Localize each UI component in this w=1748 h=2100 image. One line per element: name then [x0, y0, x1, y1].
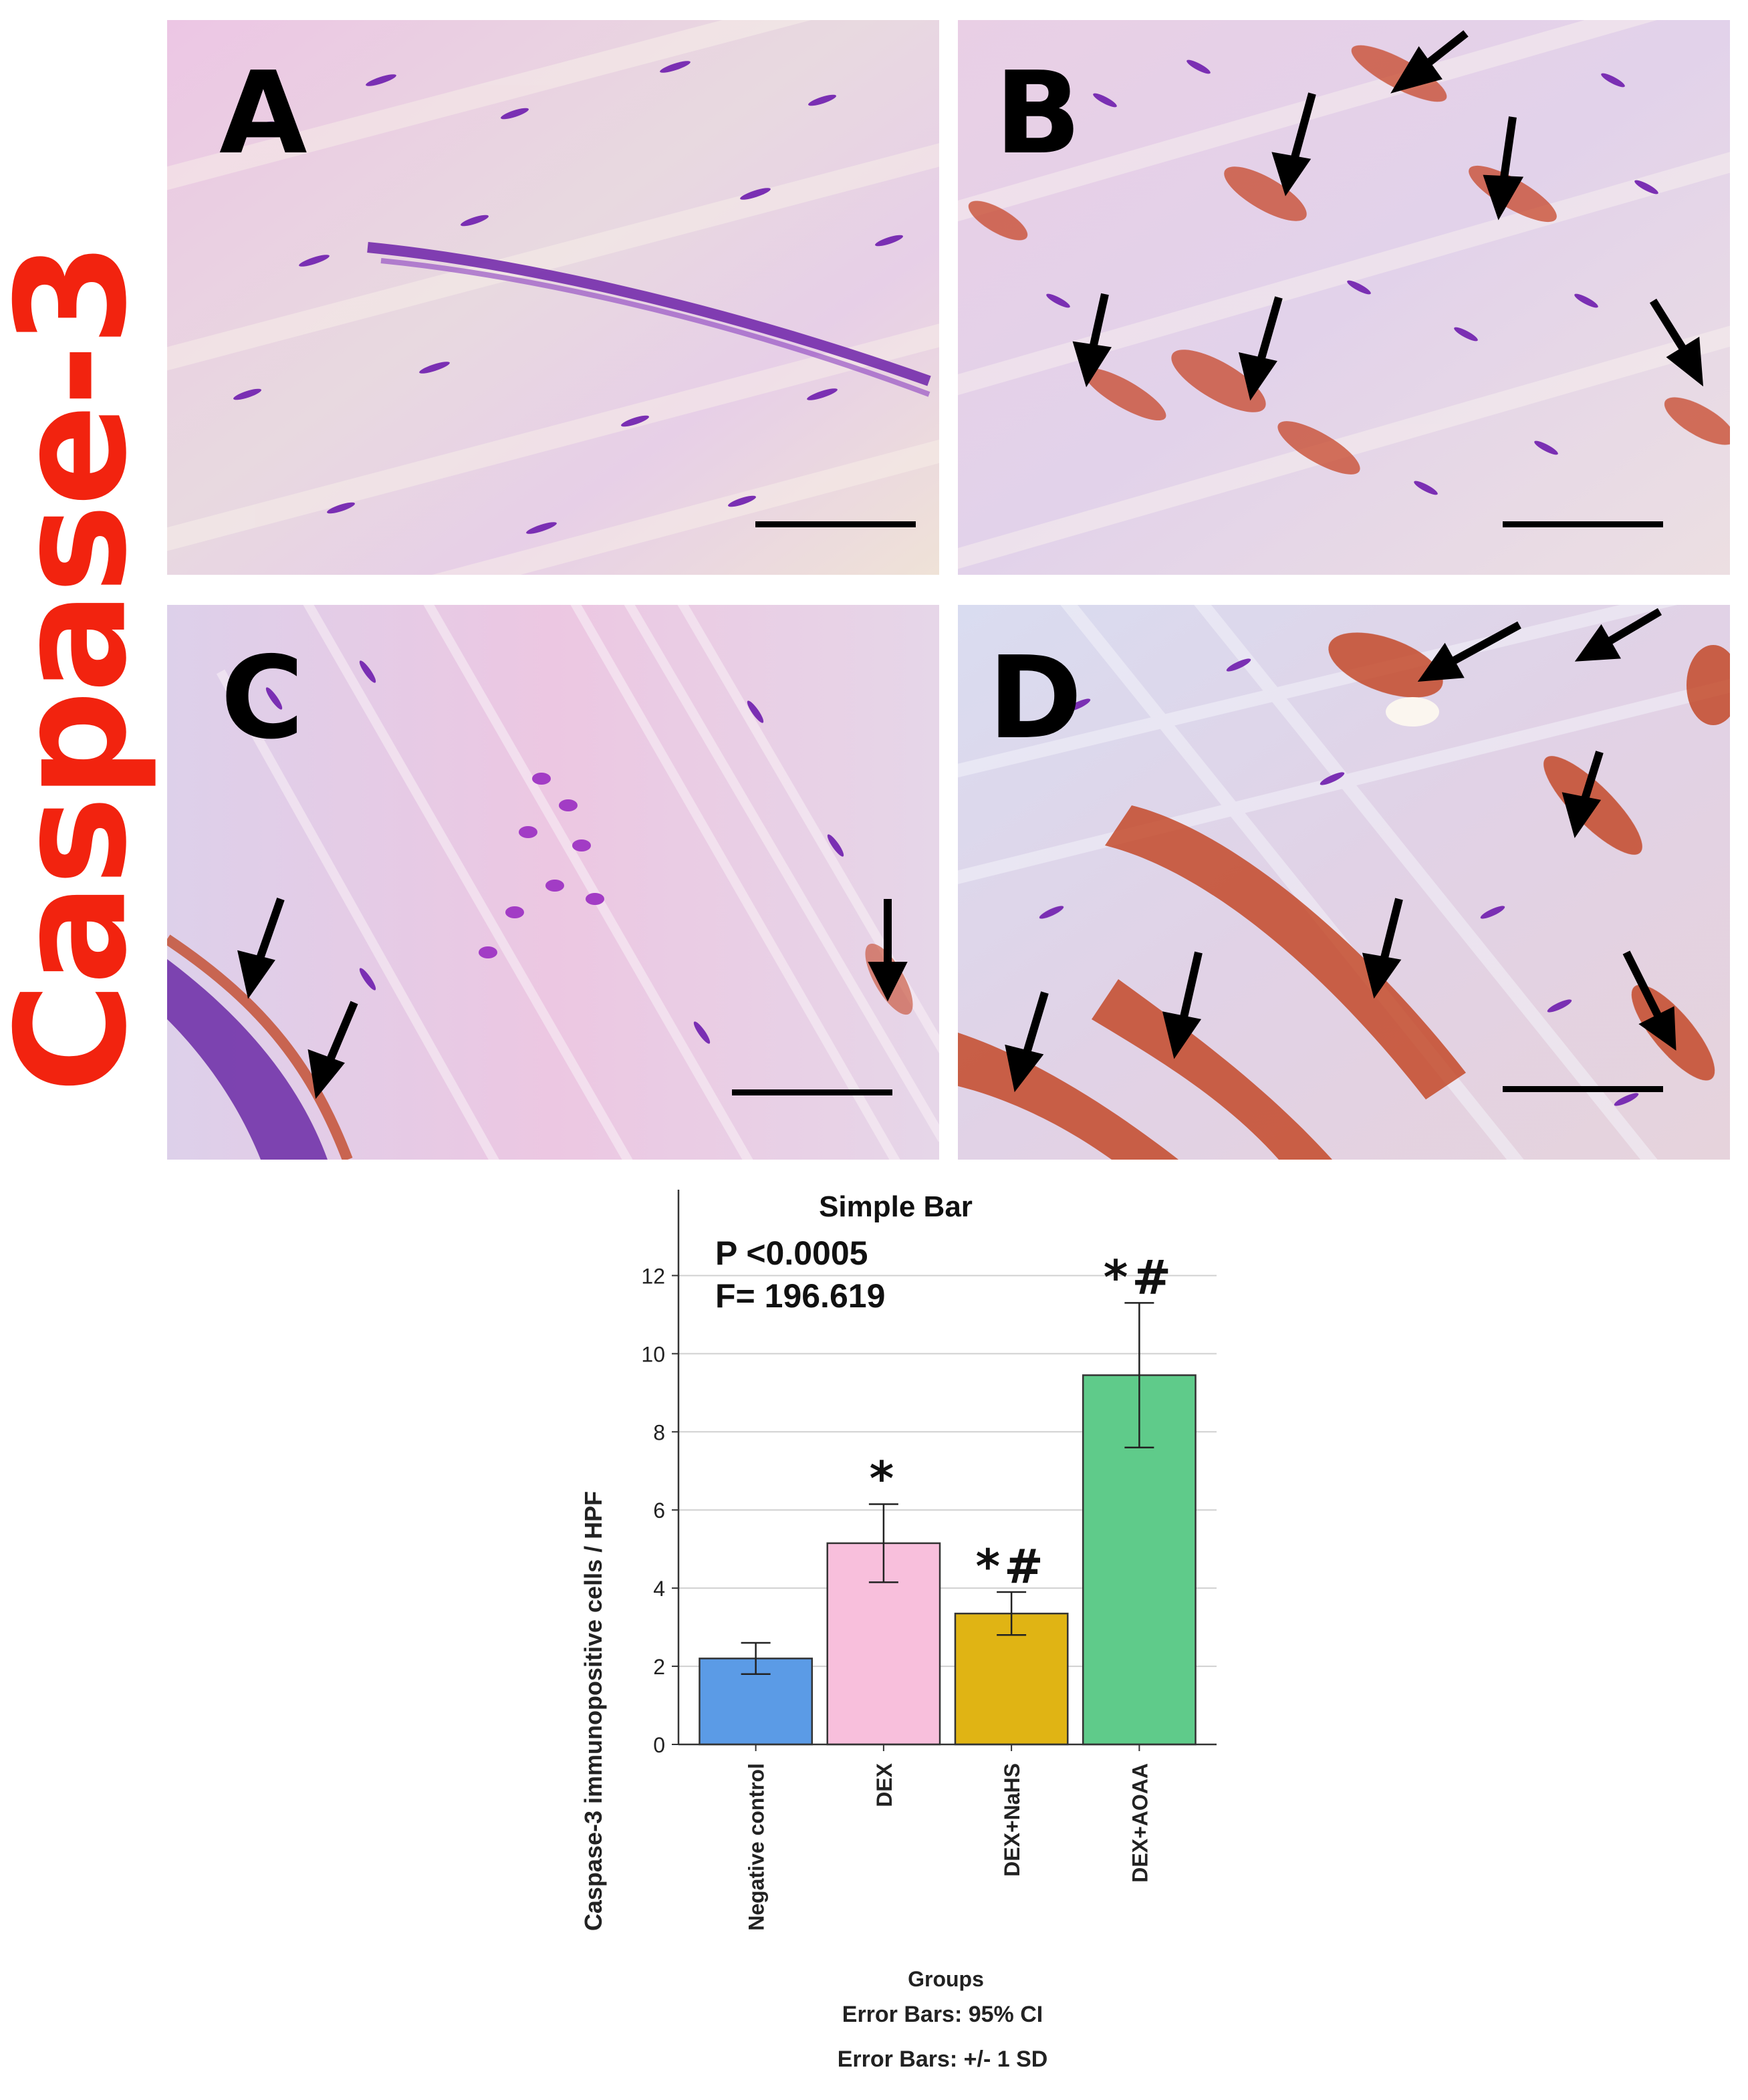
- micrograph-b: [958, 20, 1730, 575]
- arrows-b: [1072, 30, 1704, 401]
- y-tick-label: 4: [653, 1577, 665, 1601]
- error-bar-note-ci: Error Bars: 95% CI: [842, 2002, 1043, 2027]
- scale-bar: [1503, 521, 1663, 527]
- x-tick-label: Negative control: [745, 1763, 769, 1931]
- arrows-d: [1005, 608, 1676, 1093]
- y-tick-label: 0: [653, 1733, 665, 1757]
- significance-marker: *#: [975, 1539, 1047, 1594]
- y-axis: 0 2 4 6 8 10 12: [641, 1190, 680, 1757]
- micrograph-a: [167, 20, 939, 575]
- chart-title: Simple Bar: [819, 1190, 973, 1223]
- x-axis-label: Groups: [908, 1967, 984, 1991]
- bars: * *# *#: [699, 1250, 1197, 1746]
- x-tick-label: DEX+NaHS: [1000, 1763, 1024, 1877]
- significance-marker: *: [870, 1451, 898, 1506]
- panel-a: A: [167, 20, 939, 575]
- y-tick-label: 8: [653, 1420, 665, 1444]
- arrows-c: [237, 898, 908, 1099]
- panel-b: B: [958, 20, 1730, 575]
- stat-p-value: P <0.0005: [715, 1234, 868, 1272]
- panel-letter-c: C: [221, 632, 304, 765]
- x-tick-label: DEX: [872, 1762, 896, 1807]
- stat-f-value: F= 196.619: [715, 1277, 885, 1315]
- panel-c: C: [167, 605, 939, 1160]
- panel-d: D: [958, 605, 1730, 1160]
- x-tick-label: DEX+AOAA: [1128, 1763, 1152, 1883]
- y-tick-label: 12: [641, 1264, 665, 1288]
- scale-bar: [1503, 1086, 1663, 1092]
- caspase-label: Caspase-3: [0, 243, 160, 1093]
- y-tick-label: 6: [653, 1498, 665, 1523]
- x-axis: Negative control DEX DEX+NaHS DEX+AOAA: [678, 1743, 1217, 1931]
- scale-bar: [732, 1089, 892, 1095]
- scale-bar: [755, 521, 916, 527]
- panel-letter-d: D: [988, 632, 1083, 765]
- panel-letter-b: B: [995, 47, 1082, 180]
- y-axis-label: Caspase-3 immunopositive cells / HPF: [580, 1491, 607, 1931]
- micrograph-c: [167, 605, 939, 1160]
- significance-marker: *#: [1104, 1250, 1175, 1305]
- side-label: Caspase-3: [0, 244, 160, 1093]
- y-tick-label: 10: [641, 1342, 665, 1366]
- y-tick-label: 2: [653, 1655, 665, 1679]
- panel-letter-a: A: [219, 47, 307, 180]
- bar-chart: 0 2 4 6 8 10 12 * *# *# Negative control DEX DEX+N…: [580, 1190, 1217, 1991]
- error-bar-note-sd: Error Bars: +/- 1 SD: [837, 2047, 1048, 2072]
